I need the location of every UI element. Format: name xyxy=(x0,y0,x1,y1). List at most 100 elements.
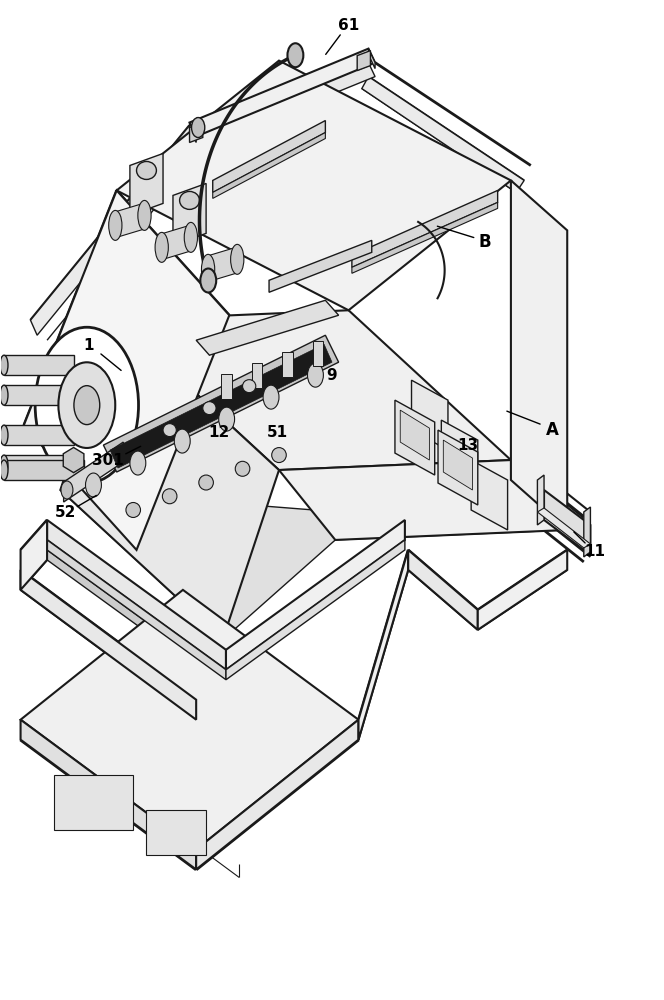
Polygon shape xyxy=(189,123,196,142)
Polygon shape xyxy=(544,490,590,555)
Polygon shape xyxy=(117,310,511,470)
Polygon shape xyxy=(412,380,448,450)
Polygon shape xyxy=(196,720,359,869)
Polygon shape xyxy=(511,180,567,530)
Polygon shape xyxy=(4,385,74,405)
Circle shape xyxy=(74,386,100,425)
Polygon shape xyxy=(117,61,511,310)
Bar xyxy=(54,775,133,830)
Text: 52: 52 xyxy=(55,505,76,520)
Ellipse shape xyxy=(199,475,213,490)
Polygon shape xyxy=(212,133,325,198)
Polygon shape xyxy=(4,425,74,445)
Polygon shape xyxy=(60,490,567,640)
Polygon shape xyxy=(352,202,497,273)
Polygon shape xyxy=(63,447,84,473)
Ellipse shape xyxy=(126,502,141,517)
Polygon shape xyxy=(189,123,203,142)
Ellipse shape xyxy=(203,402,216,415)
Polygon shape xyxy=(173,183,206,245)
Ellipse shape xyxy=(155,232,169,262)
Polygon shape xyxy=(537,475,544,525)
Bar xyxy=(252,363,262,388)
Text: 12: 12 xyxy=(208,425,230,440)
Circle shape xyxy=(61,481,73,499)
Circle shape xyxy=(263,385,279,409)
Bar xyxy=(221,374,232,399)
Polygon shape xyxy=(110,344,332,468)
Polygon shape xyxy=(226,520,405,670)
Polygon shape xyxy=(478,550,567,630)
Text: 1: 1 xyxy=(83,338,94,353)
Polygon shape xyxy=(4,455,74,475)
Bar xyxy=(313,341,323,366)
Circle shape xyxy=(191,118,205,138)
Circle shape xyxy=(58,362,116,448)
Polygon shape xyxy=(4,355,74,375)
Text: 61: 61 xyxy=(338,18,359,33)
Ellipse shape xyxy=(230,244,244,274)
Ellipse shape xyxy=(242,380,256,393)
Polygon shape xyxy=(64,442,124,502)
Polygon shape xyxy=(31,126,196,335)
Polygon shape xyxy=(104,335,339,472)
Polygon shape xyxy=(369,49,375,69)
Circle shape xyxy=(201,269,216,292)
Polygon shape xyxy=(21,720,196,869)
Ellipse shape xyxy=(0,355,8,375)
Polygon shape xyxy=(471,460,507,530)
Circle shape xyxy=(307,363,323,387)
Bar xyxy=(147,810,206,855)
Polygon shape xyxy=(442,420,478,490)
Circle shape xyxy=(218,407,234,431)
Ellipse shape xyxy=(138,200,151,230)
Text: 11: 11 xyxy=(584,544,606,559)
Polygon shape xyxy=(408,550,478,630)
Text: A: A xyxy=(546,421,558,439)
Ellipse shape xyxy=(0,385,8,405)
Polygon shape xyxy=(226,540,405,680)
Polygon shape xyxy=(47,540,226,680)
Ellipse shape xyxy=(0,425,8,445)
Circle shape xyxy=(130,451,146,475)
Polygon shape xyxy=(206,246,239,282)
Polygon shape xyxy=(160,224,193,260)
Polygon shape xyxy=(400,410,430,460)
Polygon shape xyxy=(438,430,478,505)
Ellipse shape xyxy=(179,191,199,209)
Polygon shape xyxy=(537,508,590,548)
Polygon shape xyxy=(114,202,147,238)
Polygon shape xyxy=(395,400,435,475)
Bar xyxy=(282,352,293,377)
Ellipse shape xyxy=(163,489,177,504)
Polygon shape xyxy=(21,520,47,590)
Ellipse shape xyxy=(272,448,286,463)
Ellipse shape xyxy=(0,460,8,480)
Ellipse shape xyxy=(137,161,157,179)
Polygon shape xyxy=(357,51,371,71)
Text: B: B xyxy=(478,233,491,251)
Polygon shape xyxy=(362,77,524,192)
Ellipse shape xyxy=(235,461,250,476)
Polygon shape xyxy=(359,550,408,740)
Polygon shape xyxy=(584,507,590,557)
Polygon shape xyxy=(269,240,372,292)
Polygon shape xyxy=(24,190,229,550)
Text: 13: 13 xyxy=(457,438,478,453)
Polygon shape xyxy=(279,460,567,540)
Polygon shape xyxy=(130,153,163,215)
Polygon shape xyxy=(60,320,279,640)
Circle shape xyxy=(288,43,303,67)
Polygon shape xyxy=(189,49,375,137)
Polygon shape xyxy=(189,63,375,149)
Polygon shape xyxy=(444,440,473,490)
Polygon shape xyxy=(21,590,359,850)
Text: 301: 301 xyxy=(92,453,124,468)
Ellipse shape xyxy=(0,455,8,475)
Circle shape xyxy=(35,327,139,483)
Text: 9: 9 xyxy=(327,368,337,383)
Polygon shape xyxy=(196,300,339,355)
Polygon shape xyxy=(4,460,84,480)
Ellipse shape xyxy=(184,222,197,252)
Polygon shape xyxy=(47,520,226,670)
